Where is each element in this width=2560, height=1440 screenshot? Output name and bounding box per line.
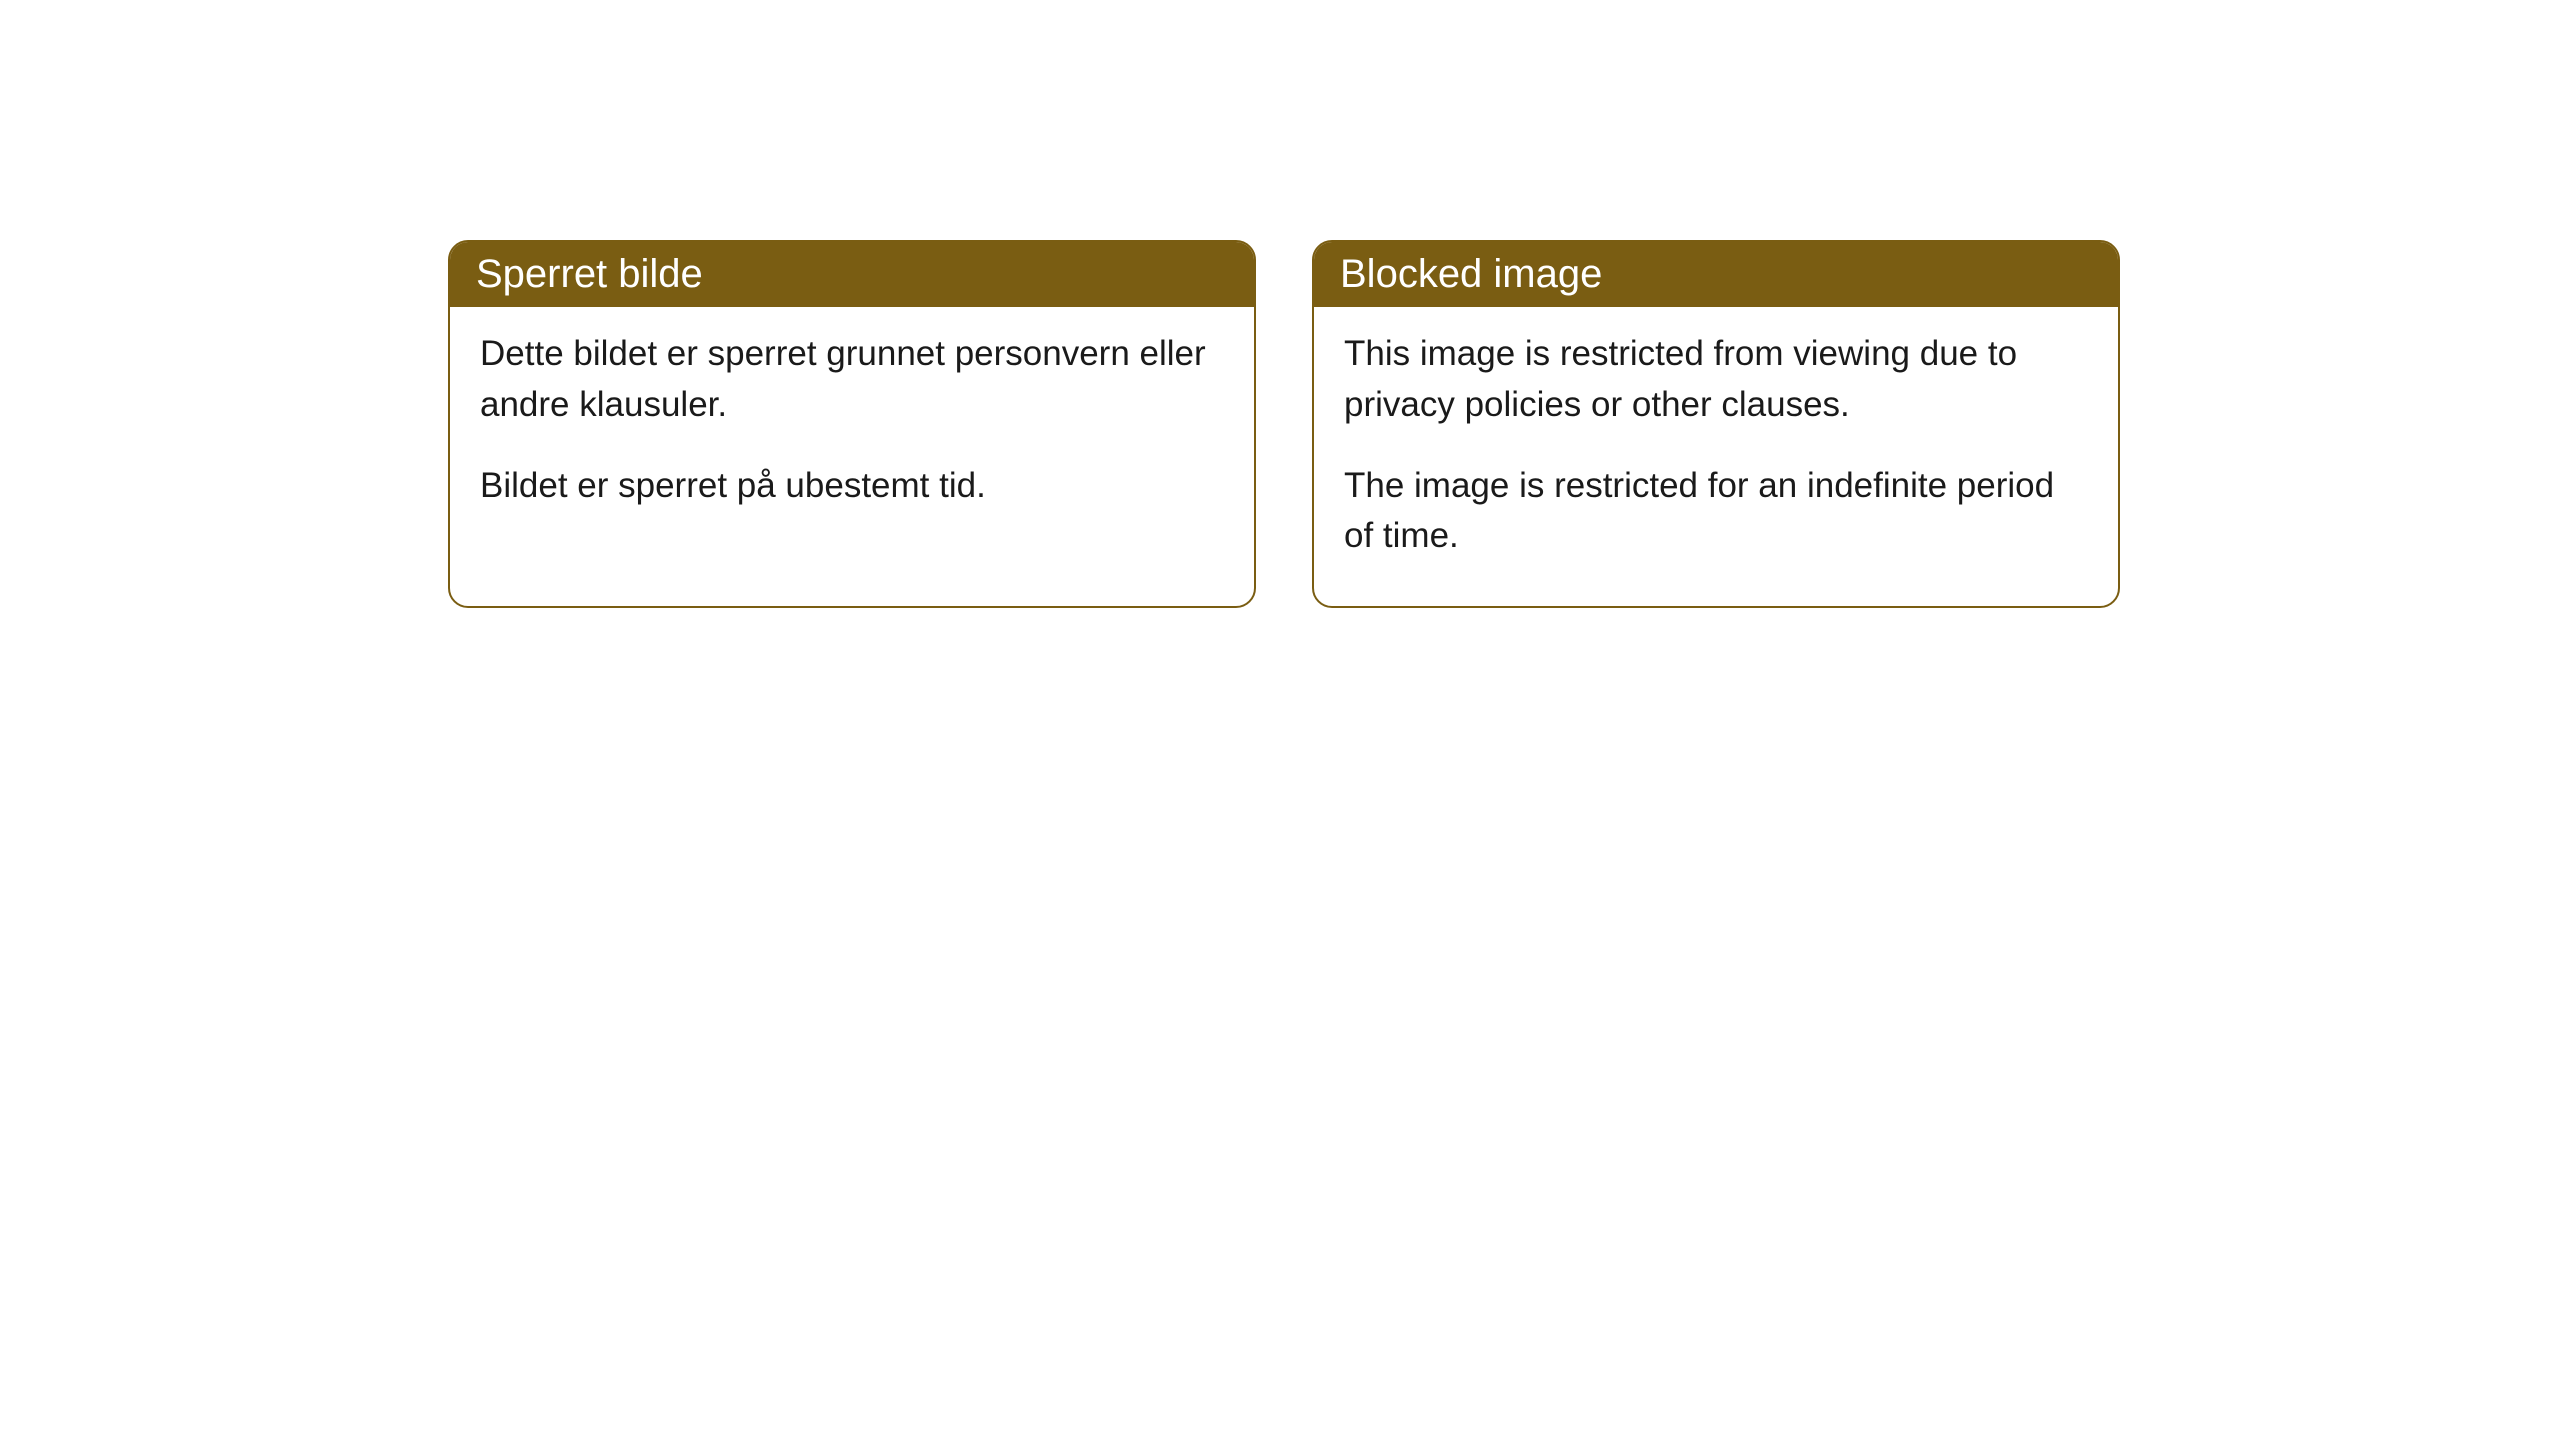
card-header-no: Sperret bilde [450,242,1254,307]
card-body-no: Dette bildet er sperret grunnet personve… [450,307,1254,555]
blocked-image-card-en: Blocked image This image is restricted f… [1312,240,2120,608]
card-title-en: Blocked image [1340,252,1602,296]
card-paragraph-no-1: Dette bildet er sperret grunnet personve… [480,329,1224,431]
blocked-image-card-no: Sperret bilde Dette bildet er sperret gr… [448,240,1256,608]
card-body-en: This image is restricted from viewing du… [1314,307,2118,606]
card-paragraph-en-2: The image is restricted for an indefinit… [1344,461,2088,563]
card-paragraph-en-1: This image is restricted from viewing du… [1344,329,2088,431]
card-paragraph-no-2: Bildet er sperret på ubestemt tid. [480,461,1224,512]
card-header-en: Blocked image [1314,242,2118,307]
card-container: Sperret bilde Dette bildet er sperret gr… [448,240,2120,608]
card-title-no: Sperret bilde [476,252,703,296]
